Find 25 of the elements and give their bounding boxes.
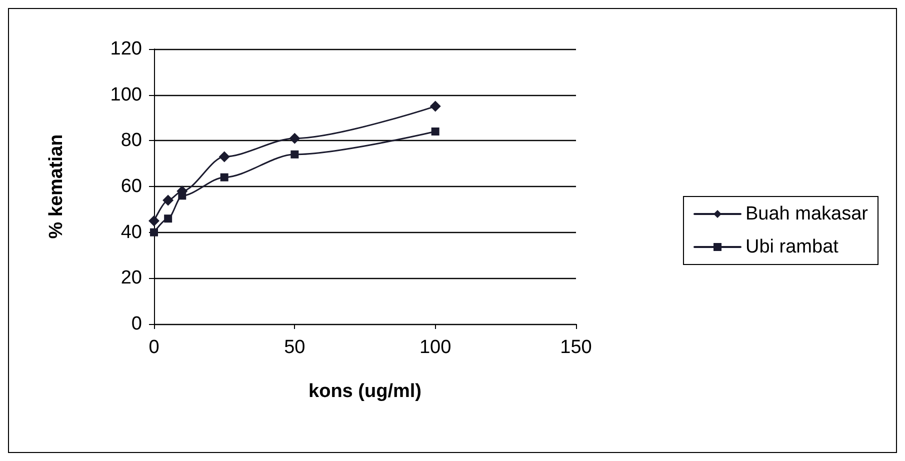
point [148, 215, 160, 226]
y-tick-label: 60 [120, 176, 142, 197]
x-tick-label: 50 [284, 337, 306, 358]
point [431, 128, 440, 136]
point [162, 194, 174, 206]
y-tick-label: 20 [120, 268, 142, 289]
x-tick-label: 0 [148, 337, 160, 358]
x-tick-label: 150 [560, 337, 592, 358]
point [164, 214, 172, 223]
y-tick-label: 40 [120, 222, 142, 243]
point [430, 100, 441, 112]
y-tick-label: 0 [131, 314, 142, 334]
y-tick-label: 100 [110, 84, 142, 106]
point [218, 151, 230, 162]
legend-label: Buah makasar [745, 204, 869, 224]
point [178, 192, 186, 200]
x-tick-label: 100 [419, 337, 452, 358]
point [289, 132, 300, 144]
y-axis-title: % kematian [46, 134, 67, 239]
point [290, 150, 299, 158]
y-tick-label: 120 [110, 38, 142, 60]
point [220, 173, 228, 182]
y-tick-label: 80 [120, 130, 142, 152]
x-axis-title: kons (ug/ml) [308, 381, 422, 402]
legend-label: Ubi rambat [745, 236, 840, 258]
